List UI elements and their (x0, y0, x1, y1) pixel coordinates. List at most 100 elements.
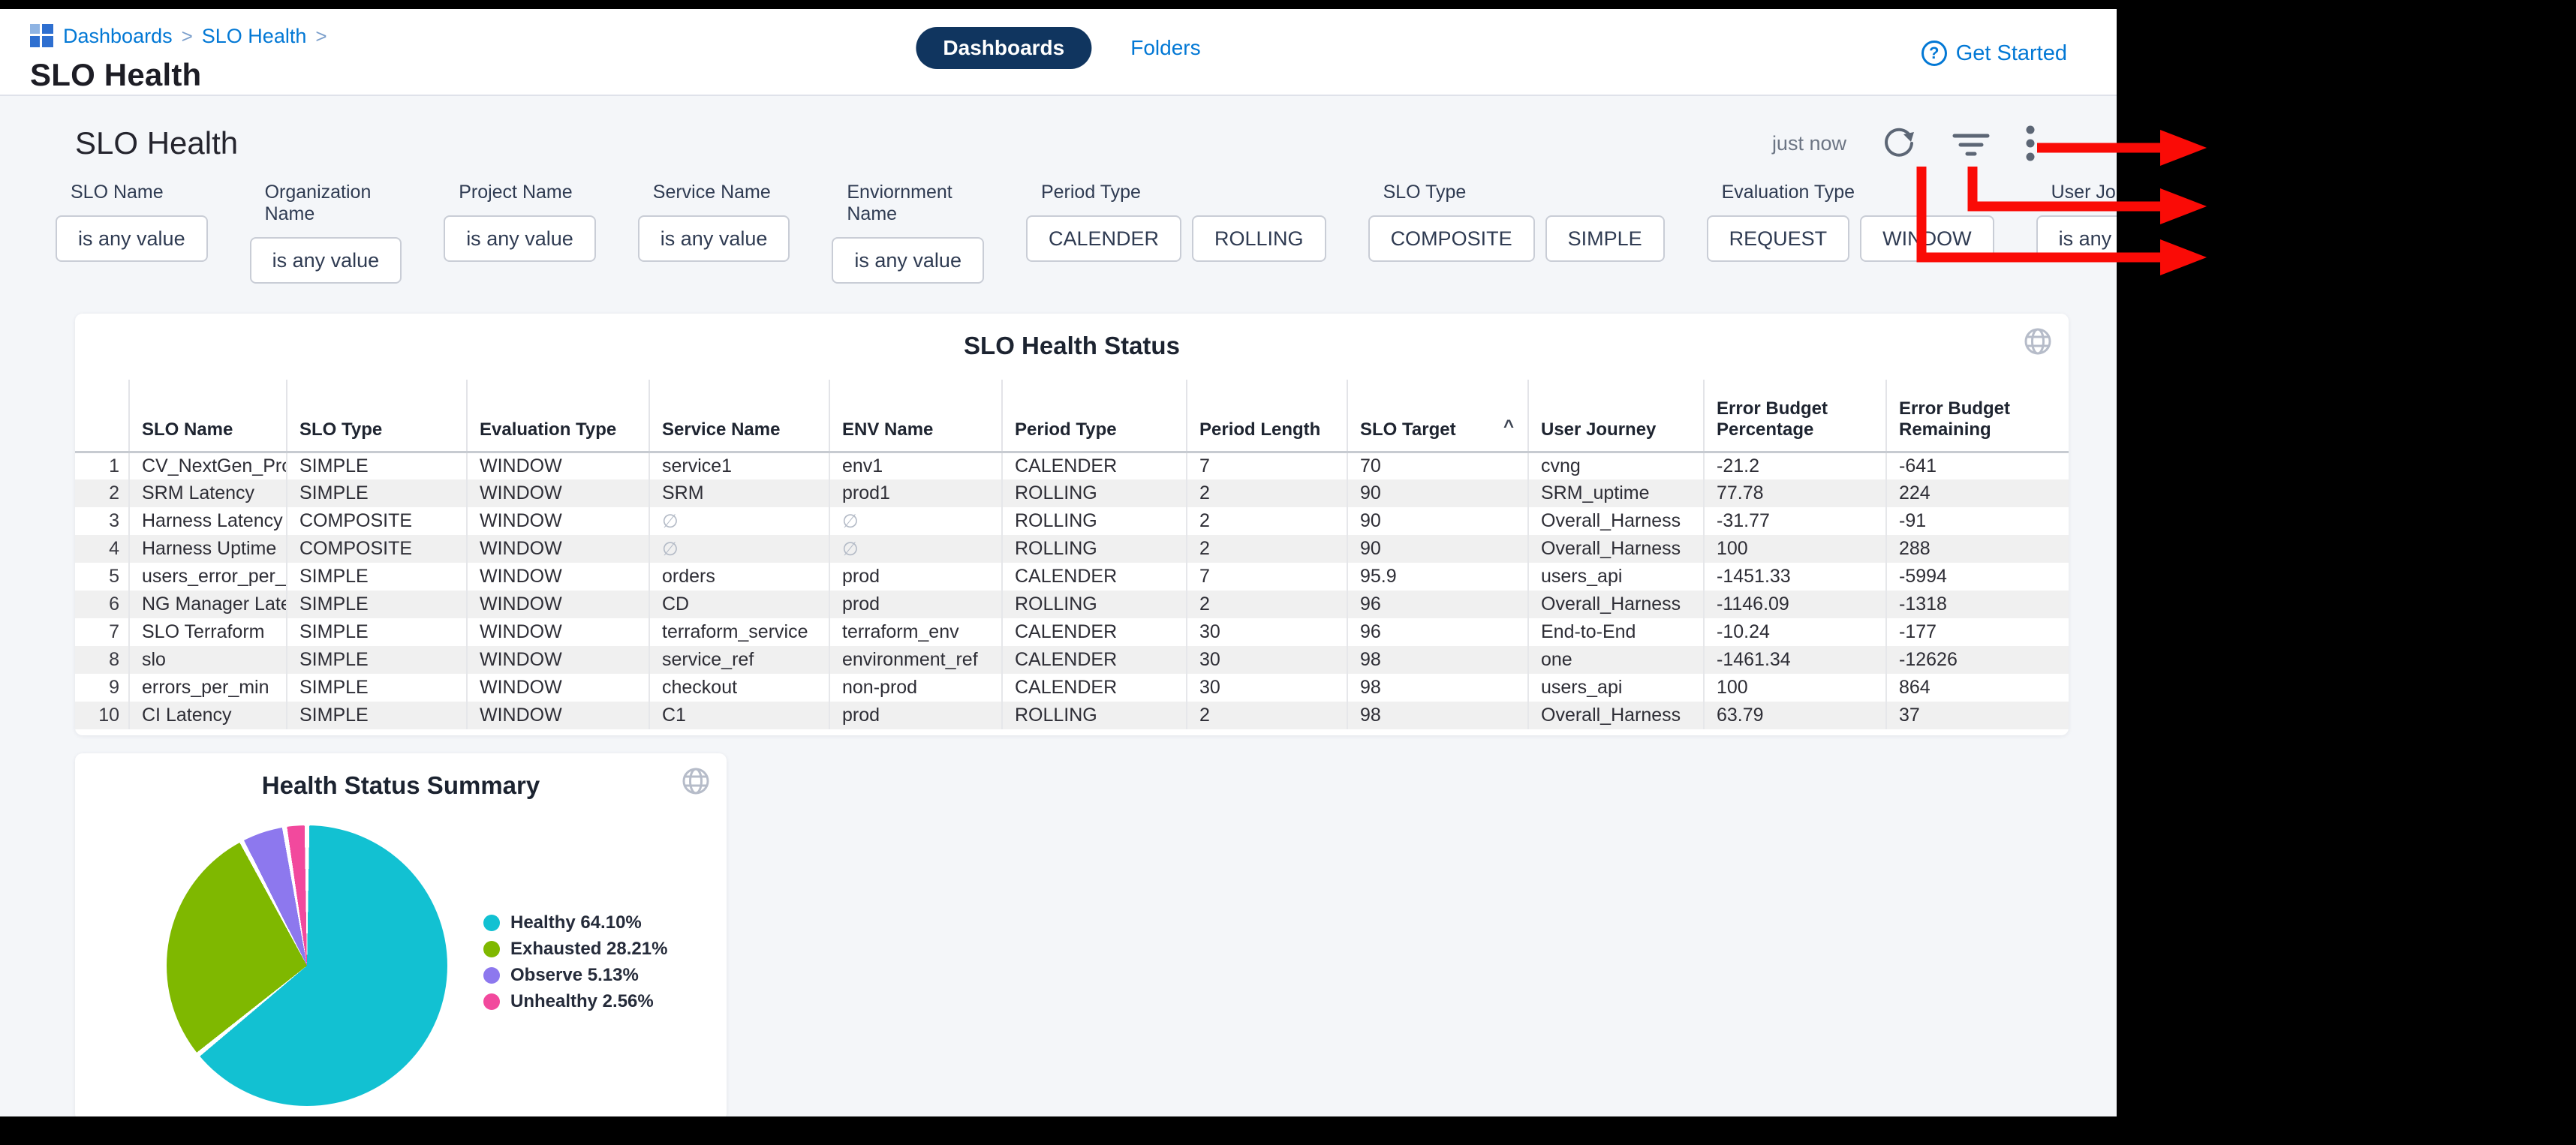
filter-chip-row: is any value (444, 215, 596, 262)
table-cell: WINDOW (466, 646, 649, 674)
filter-label: SLO Type (1383, 182, 1467, 203)
table-cell: 95.9 (1347, 563, 1528, 591)
column-header-slo-type[interactable]: SLO Type (286, 380, 467, 452)
table-cell: CD (649, 591, 829, 618)
table-cell: prod1 (829, 479, 1002, 507)
table-row[interactable]: 9 errors_per_min SIMPLE WINDOW checkout non-p… (75, 674, 2069, 702)
column-label: SLO Name (142, 419, 233, 440)
table-cell: SIMPLE (286, 674, 467, 702)
dashboard-body: SLO Health just now (0, 125, 2117, 1116)
filter-chip-is-any-value[interactable]: is any value (249, 237, 402, 284)
table-row[interactable]: 10 CI Latency SIMPLE WINDOW C1 prod ROLLING 2 98… (75, 702, 2069, 729)
filter-group-period-type: Period Type CALENDER ROLLING (1025, 182, 1326, 284)
table-cell: ∅ (829, 535, 1002, 563)
filter-label: Service Name (652, 182, 771, 203)
get-started-button[interactable]: ? Get Started (1921, 41, 2067, 66)
table-cell: End-to-End (1527, 618, 1704, 646)
table-row[interactable]: 1 CV_NextGen_Prod SIMPLE WINDOW service1 env1… (75, 452, 2069, 479)
column-header-slo-target[interactable]: SLO Target ^ (1347, 380, 1528, 452)
column-header-service-name[interactable]: Service Name (649, 380, 829, 452)
legend-item-unhealthy[interactable]: Unhealthy 2.56% (483, 991, 667, 1012)
breadcrumb-slo-health-link[interactable]: SLO Health (201, 24, 307, 47)
table-cell: prod (829, 702, 1002, 729)
table-row[interactable]: 4 Harness Uptime COMPOSITE WINDOW ∅ ∅ ROLLING 2… (75, 535, 2069, 563)
table-cell: users_api (1527, 563, 1704, 591)
filter-icon[interactable] (1952, 127, 1991, 160)
filter-chip-calender[interactable]: CALENDER (1025, 215, 1182, 262)
table-cell: Overall_Harness (1527, 702, 1704, 729)
refresh-icon[interactable] (1881, 125, 1917, 161)
table-cell: 2 (1186, 702, 1347, 729)
table-row[interactable]: 8 slo SIMPLE WINDOW service_ref environment_r… (75, 646, 2069, 674)
table-cell: prod (829, 563, 1002, 591)
filter-chip-rolling[interactable]: ROLLING (1192, 215, 1326, 262)
table-cell: 90 (1347, 479, 1528, 507)
column-header-env-name[interactable]: ENV Name (829, 380, 1002, 452)
breadcrumb-separator: > (315, 24, 327, 47)
row-number: 1 (109, 455, 119, 476)
table-row[interactable]: 2 SRM Latency SIMPLE WINDOW SRM prod1 ROLLING 2… (75, 479, 2069, 507)
table-cell: COMPOSITE (286, 507, 467, 535)
filter-chip-simple[interactable]: SIMPLE (1545, 215, 1665, 262)
table-cell: Harness Uptime (128, 535, 287, 563)
table-cell: 98 (1347, 646, 1528, 674)
column-header-slo-name[interactable]: SLO Name (128, 380, 287, 452)
table-cell: ∅ (829, 507, 1002, 535)
globe-icon[interactable] (2024, 327, 2052, 356)
sort-ascending-icon[interactable]: ^ (1503, 416, 1514, 437)
filter-group-user-journey: User Journey is any value (2036, 182, 2117, 284)
column-header-user-journey[interactable]: User Journey (1527, 380, 1704, 452)
filter-chip-is-any-value[interactable]: is any value (444, 215, 596, 262)
kebab-menu-icon[interactable] (2025, 125, 2036, 162)
column-header-evaluation-type[interactable]: Evaluation Type (466, 380, 649, 452)
filter-chip-request[interactable]: REQUEST (1706, 215, 1850, 262)
table-row[interactable]: 3 Harness Latency COMPOSITE WINDOW ∅ ∅ ROLLING… (75, 507, 2069, 535)
health-status-pie-chart[interactable] (167, 825, 447, 1106)
table-row[interactable]: 6 NG Manager LatencySIMPLEWINDOWCDprodROL… (75, 591, 2069, 618)
table-cell: cvng (1527, 452, 1704, 479)
table-cell: Overall_Harness (1527, 535, 1704, 563)
table-cell: -641 (1885, 452, 2069, 479)
filter-chip-is-any-value[interactable]: is any value (56, 215, 208, 262)
filter-chip-is-any-value[interactable]: is any value (832, 237, 984, 284)
table-cell: users_error_per_min (128, 563, 287, 591)
filter-group-slo-type: SLO Type COMPOSITE SIMPLE (1368, 182, 1665, 284)
filter-chip-composite[interactable]: COMPOSITE (1368, 215, 1535, 262)
table-cell: 98 (1347, 674, 1528, 702)
legend-dot (483, 967, 500, 984)
table-cell: ROLLING (1001, 591, 1187, 618)
table-cell: env1 (829, 452, 1002, 479)
column-header-error-budget-remaining[interactable]: Error Budget Remaining (1885, 380, 2069, 452)
filter-group-slo-name: SLO Name is any value (56, 182, 208, 284)
tab-dashboards[interactable]: Dashboards (916, 27, 1092, 69)
table-cell: 2 (1186, 591, 1347, 618)
globe-icon[interactable] (682, 767, 710, 795)
table-cell: checkout (649, 674, 829, 702)
table-cell: COMPOSITE (286, 535, 467, 563)
column-header-period-type[interactable]: Period Type (1001, 380, 1187, 452)
table-row[interactable]: 5 users_error_per_minSIMPLEWINDOWorderspr… (75, 563, 2069, 591)
row-number: 4 (109, 538, 119, 559)
filter-chip-window[interactable]: WINDOW (1860, 215, 1994, 262)
filter-chip-row: is any value (832, 237, 984, 284)
table-cell: prod (829, 591, 1002, 618)
column-header-error-budget-percentage[interactable]: Error Budget Percentage (1703, 380, 1886, 452)
slo-health-status-table: SLO Name SLO Type Evaluation Type Service N… (75, 380, 2069, 729)
legend-item-healthy[interactable]: Healthy 64.10% (483, 912, 667, 933)
filter-chip-row: is any value (56, 215, 208, 262)
table-cell: C1 (649, 702, 829, 729)
table-cell: CALENDER (1001, 646, 1187, 674)
column-header-period-length[interactable]: Period Length (1186, 380, 1347, 452)
get-started-label: Get Started (1955, 41, 2067, 65)
table-row[interactable]: 7 SLO Terraform SIMPLE WINDOW terraform_serv… (75, 618, 2069, 646)
table-cell: ROLLING (1001, 479, 1187, 507)
breadcrumb-dashboards-link[interactable]: Dashboards (63, 24, 173, 47)
column-label: Error Budget (1717, 398, 1828, 419)
filter-chip-is-any-value[interactable]: is any value (2036, 215, 2117, 262)
legend-item-exhausted[interactable]: Exhausted 28.21% (483, 939, 667, 960)
table-cell: CI Latency (128, 702, 287, 729)
tab-folders[interactable]: Folders (1130, 36, 1201, 59)
filter-chip-is-any-value[interactable]: is any value (637, 215, 790, 262)
legend-item-observe[interactable]: Observe 5.13% (483, 965, 667, 986)
column-label: Evaluation Type (480, 419, 617, 440)
